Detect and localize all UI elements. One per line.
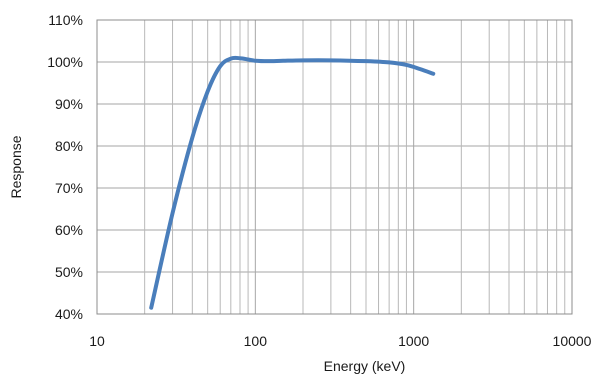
- x-tick-label: 10: [89, 333, 105, 349]
- y-tick-label: 90%: [55, 96, 83, 112]
- x-axis-title: Energy (keV): [324, 358, 406, 374]
- x-tick-label: 10000: [553, 333, 592, 349]
- x-tick-label: 1000: [398, 333, 429, 349]
- y-axis-tick-labels: 40% 50% 60% 70% 80% 90% 100% 110%: [47, 12, 83, 322]
- y-tick-label: 100%: [47, 54, 83, 70]
- y-tick-label: 50%: [55, 264, 83, 280]
- y-axis-title: Response: [8, 135, 24, 198]
- x-axis-tick-labels: 10 100 1000 10000: [89, 333, 591, 349]
- series-group: [149, 55, 436, 310]
- response-series-line: [149, 55, 436, 310]
- y-tick-label: 70%: [55, 180, 83, 196]
- y-tick-label: 60%: [55, 222, 83, 238]
- y-tick-label: 80%: [55, 138, 83, 154]
- y-tick-label: 110%: [48, 12, 83, 28]
- plot-area-border: [96, 19, 573, 315]
- x-tick-label: 100: [244, 333, 268, 349]
- y-tick-label: 40%: [55, 306, 83, 322]
